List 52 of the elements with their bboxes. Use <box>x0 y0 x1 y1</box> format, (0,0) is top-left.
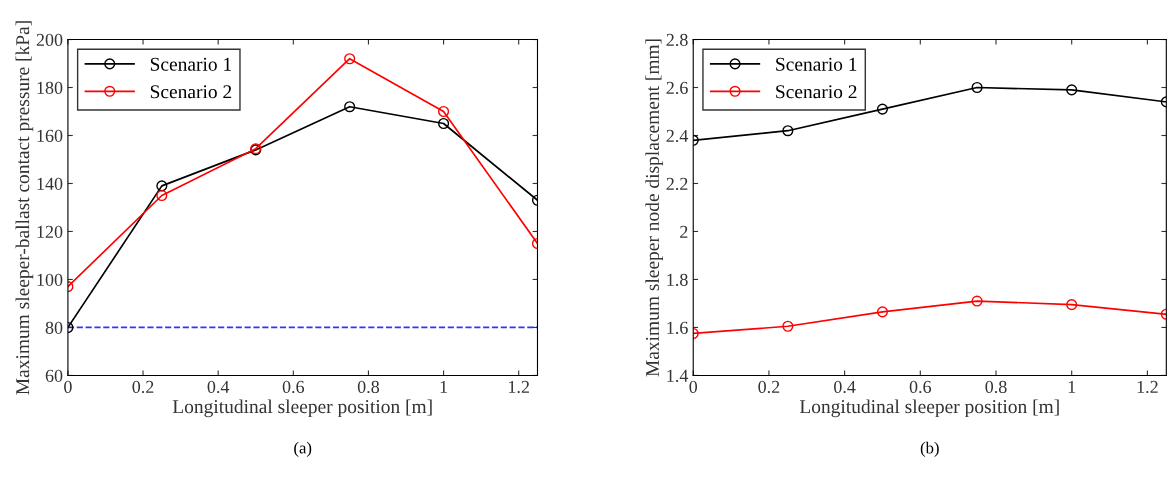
x-tick-label: 0 <box>64 380 72 394</box>
point <box>782 125 794 137</box>
x-tick-label: 0.6 <box>282 380 305 394</box>
x-tick-label: 0.8 <box>357 380 380 394</box>
point <box>971 81 983 94</box>
y-tick-label: 1.8 <box>667 273 688 286</box>
y-tick-label: 160 <box>37 129 63 142</box>
y-tick-label: 100 <box>37 273 63 286</box>
x-tick-label: 0.2 <box>132 380 154 394</box>
legend-label: Scenario 2 <box>776 85 857 99</box>
x-tick-label: 0.8 <box>985 380 1007 394</box>
y-axis-title: Maximum sleeper-ballast contact pressure [kPa] <box>15 21 34 395</box>
y-axis-title: Maximum sleeper node displacement [mm] <box>645 39 664 377</box>
point <box>344 53 356 65</box>
x-tick-label: 0 <box>689 380 698 394</box>
y-tick-label: 140 <box>37 177 63 190</box>
point <box>876 306 889 318</box>
point <box>1066 84 1078 96</box>
x-axis-title: Longitudinal sleeper position [m] <box>172 399 432 418</box>
y-tick-label: 180 <box>37 81 63 94</box>
x-tick-label: 1 <box>440 380 448 393</box>
y-tick-label: 60 <box>45 369 63 382</box>
point <box>876 103 889 115</box>
x-tick-label: 0.4 <box>834 380 856 394</box>
x-tick-label: 1 <box>1068 380 1076 393</box>
y-tick-label: 2.6 <box>666 81 688 95</box>
x-tick-label: 0.6 <box>909 380 932 394</box>
x-tick-label: 1.2 <box>1137 380 1158 394</box>
y-tick-label: 200 <box>36 33 63 46</box>
point <box>344 101 356 113</box>
legend-label: Scenario 2 <box>150 85 232 99</box>
y-tick-label: 2 <box>680 225 688 238</box>
text: (b) <box>920 441 939 457</box>
text: (a) <box>294 441 312 457</box>
y-tick-label: 120 <box>37 225 63 238</box>
x-tick-label: 1.2 <box>509 380 529 394</box>
point <box>782 320 794 332</box>
x-axis-title: Longitudinal sleeper position [m] <box>799 399 1059 418</box>
legend-label: Scenario 1 <box>150 57 232 71</box>
point <box>156 180 168 192</box>
point <box>156 189 168 202</box>
point <box>971 295 983 307</box>
y-tick-label: 1.4 <box>667 369 689 382</box>
legend-label: Scenario 1 <box>776 57 857 71</box>
y-tick-label: 80 <box>45 321 63 334</box>
y-tick-label: 2.2 <box>666 177 688 191</box>
y-tick-label: 2.8 <box>666 33 688 47</box>
x-tick-label: 0.2 <box>758 380 780 394</box>
y-tick-label: 1.6 <box>667 321 688 334</box>
point <box>1066 299 1078 311</box>
y-tick-label: 2.4 <box>666 129 689 143</box>
x-tick-label: 0.4 <box>207 380 230 394</box>
